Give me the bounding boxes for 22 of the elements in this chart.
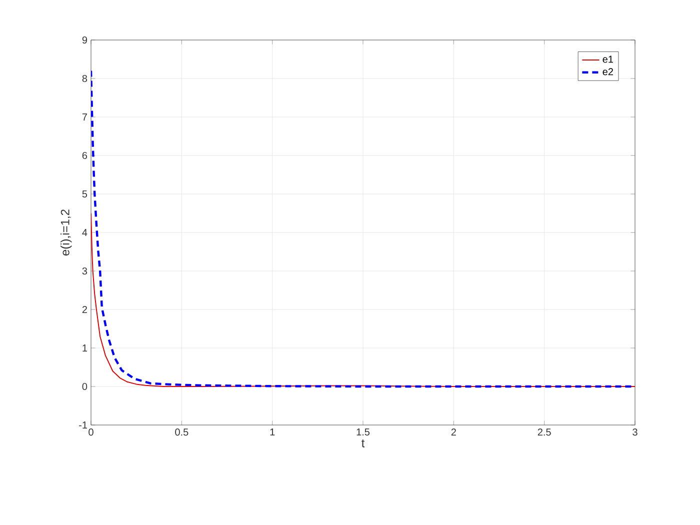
x-tick-label: 3	[632, 428, 638, 436]
x-tick-label: 0	[88, 428, 94, 436]
y-tick-label: 4	[82, 229, 88, 236]
x-axis-title: t	[362, 439, 365, 448]
x-tick-label: 1	[270, 428, 275, 436]
y-tick-label: 1	[82, 344, 87, 352]
y-tick-label: 7	[82, 114, 87, 120]
x-tick-label: 2.5	[538, 428, 551, 436]
y-tick-label: 6	[82, 152, 88, 160]
y-tick-label: 3	[82, 267, 88, 275]
x-tick-label: 1.5	[356, 428, 370, 436]
y-tick-label: -1	[79, 422, 87, 428]
x-tick-label: 0.5	[175, 428, 188, 436]
y-tick-label: 9	[82, 36, 88, 44]
y-tick-label: 2	[82, 306, 87, 313]
y-tick-label: 0	[82, 382, 88, 390]
y-axis-title: e(i),i=1,2	[60, 210, 72, 256]
legend-label: e2	[602, 68, 613, 76]
y-tick-label: 5	[82, 190, 88, 198]
x-tick-label: 2	[451, 428, 456, 436]
y-tick-label: 8	[82, 74, 88, 82]
legend-label: e1	[602, 56, 614, 63]
